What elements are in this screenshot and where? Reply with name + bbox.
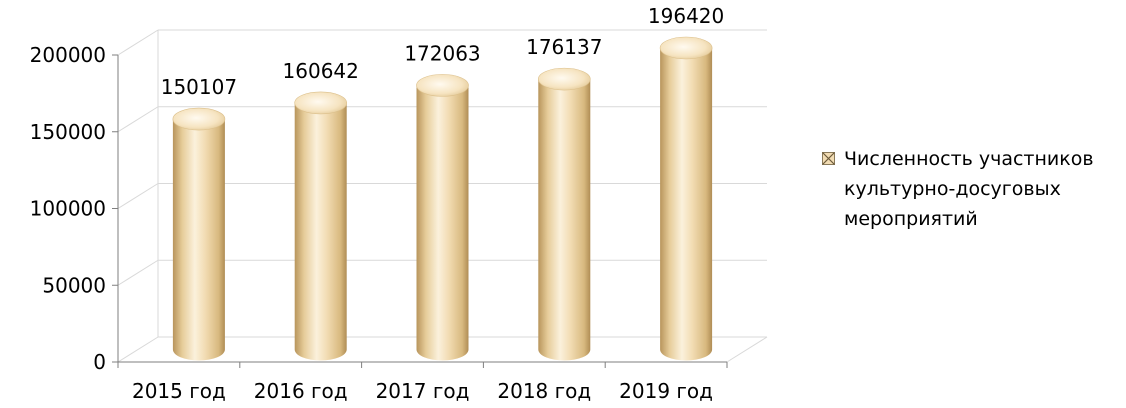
bar-body [660, 47, 713, 361]
gridline-side-1 [117, 259, 159, 286]
legend-swatch [822, 152, 835, 165]
y-tick-label: 50000 [42, 273, 106, 297]
labels: 0 50000 100000 150000 200000 2015 год 2016 год… [30, 4, 725, 403]
axes [112, 54, 728, 368]
floor-right-edge [726, 336, 768, 363]
bar-body [538, 79, 591, 361]
y-tick-label: 0 [93, 350, 106, 374]
gridline-side-4 [117, 29, 159, 56]
bar-cap [172, 107, 226, 131]
data-label: 160642 [283, 59, 359, 83]
bar [537, 67, 591, 361]
x-tick-label: 2016 год [254, 379, 348, 403]
bar-body [294, 102, 347, 361]
bar [294, 91, 348, 361]
bar-cap [294, 91, 348, 115]
x-tick-label: 2019 год [619, 379, 713, 403]
legend: Численность участников культурно-досугов… [822, 144, 1122, 234]
x-tick-label: 2015 год [132, 379, 226, 403]
bar-body [416, 85, 469, 361]
gridline-side-0 [117, 336, 159, 363]
bar-cap [537, 67, 591, 91]
gridline-side-3 [117, 106, 159, 133]
bar [659, 36, 713, 361]
data-label: 172063 [404, 41, 480, 65]
bar-body [172, 119, 225, 361]
bar [416, 74, 469, 361]
x-tick-label: 2017 год [376, 379, 470, 403]
y-tick-label: 200000 [30, 43, 106, 67]
data-label: 176137 [526, 35, 602, 59]
data-label: 150107 [161, 75, 237, 99]
data-label: 196420 [648, 4, 724, 28]
bar-cap [659, 36, 713, 60]
bars [172, 36, 713, 361]
legend-label: Численность участников культурно-досугов… [844, 148, 1094, 230]
bar-cap [416, 74, 469, 97]
x-tick-label: 2018 год [497, 379, 591, 403]
y-tick-label: 100000 [30, 197, 106, 221]
bar [172, 107, 226, 361]
gridline-side-2 [117, 183, 159, 209]
y-tick-label: 150000 [30, 120, 106, 144]
